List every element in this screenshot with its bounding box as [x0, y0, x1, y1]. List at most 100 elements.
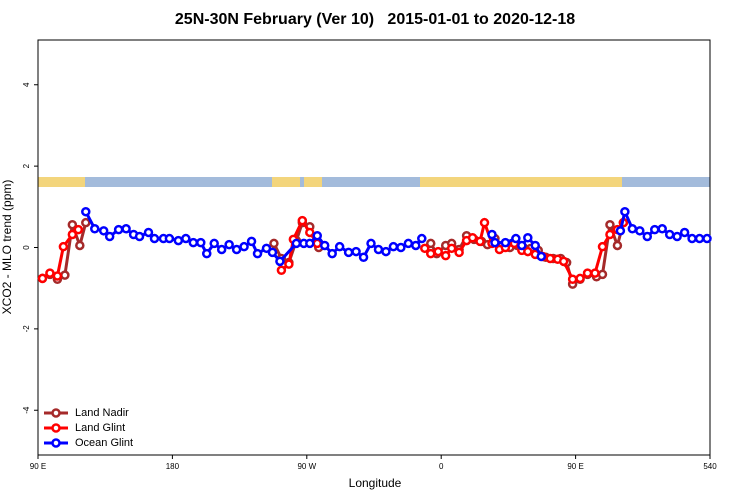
point — [305, 238, 315, 249]
point — [411, 240, 421, 251]
point — [396, 242, 406, 253]
point — [373, 244, 384, 255]
x-axis-label: Longitude — [349, 476, 402, 490]
point — [81, 217, 91, 228]
point — [121, 224, 131, 234]
legend-label: Land Glint — [75, 422, 125, 434]
point — [425, 238, 436, 249]
point — [425, 248, 436, 259]
point — [327, 248, 337, 259]
point — [201, 248, 212, 259]
point — [403, 238, 414, 249]
point — [209, 238, 219, 249]
point — [239, 241, 249, 252]
point — [319, 240, 330, 251]
point — [312, 230, 323, 241]
point — [597, 241, 608, 252]
point — [284, 259, 294, 269]
y-tick-label: 0 — [22, 245, 31, 250]
point — [420, 243, 430, 254]
point — [305, 227, 315, 238]
x-tick-label: 90 E — [30, 462, 46, 471]
point — [388, 241, 399, 252]
point — [252, 248, 263, 259]
point — [530, 240, 541, 251]
x-tick-label: 0 — [439, 462, 444, 471]
x-tick-label: 180 — [166, 462, 180, 471]
y-tick-label: -4 — [22, 406, 31, 414]
point — [366, 238, 376, 249]
point — [523, 246, 533, 257]
point — [60, 270, 70, 280]
chart-title: 25N-30N February (Ver 10) 2015-01-01 to … — [175, 11, 575, 28]
y-axis-label: XCO2 - MLO trend (ppm) — [0, 180, 14, 315]
point — [620, 206, 630, 217]
point — [37, 273, 48, 284]
point — [45, 268, 55, 278]
point — [196, 237, 206, 248]
point — [612, 240, 623, 251]
point — [231, 244, 242, 255]
x-tick-label: 90 E — [567, 462, 583, 471]
point — [702, 233, 712, 244]
point — [446, 243, 457, 254]
point — [134, 231, 145, 242]
point — [615, 226, 626, 236]
legend-marker — [51, 438, 61, 448]
point — [642, 231, 653, 242]
point — [649, 224, 660, 235]
point — [67, 219, 78, 230]
point — [98, 226, 109, 236]
point — [479, 217, 490, 228]
point — [575, 273, 585, 284]
legend-label: Ocean Glint — [75, 437, 133, 449]
point — [454, 247, 464, 258]
point — [433, 246, 443, 257]
point — [343, 247, 354, 258]
y-tick-label: -2 — [22, 325, 31, 333]
point — [216, 244, 227, 255]
point — [687, 233, 697, 244]
point — [657, 224, 667, 234]
x-tick-label: 90 W — [297, 462, 316, 471]
point — [291, 238, 302, 249]
point — [143, 227, 154, 238]
land-mask — [38, 177, 710, 187]
point — [267, 247, 278, 258]
point — [113, 224, 124, 235]
point — [351, 246, 361, 257]
point — [545, 253, 555, 264]
point — [224, 239, 234, 250]
point — [52, 271, 63, 281]
point — [467, 232, 478, 243]
point — [261, 243, 272, 254]
point — [635, 226, 645, 236]
point — [475, 236, 485, 247]
x-tick-label: 540 — [703, 462, 717, 471]
point — [275, 256, 285, 267]
point — [558, 256, 569, 267]
point — [440, 250, 451, 261]
point — [500, 237, 511, 248]
point — [523, 232, 533, 243]
point — [487, 229, 497, 240]
point — [276, 265, 287, 276]
point — [104, 231, 115, 242]
y-tick-label: 4 — [22, 82, 31, 87]
point — [164, 233, 175, 244]
point — [517, 240, 527, 251]
legend-label: Land Nadir — [75, 407, 129, 419]
point — [173, 235, 184, 246]
point — [246, 236, 257, 247]
point — [75, 240, 85, 251]
point — [417, 233, 427, 244]
point — [664, 229, 675, 240]
point — [567, 274, 578, 284]
point — [590, 268, 600, 278]
point — [269, 238, 279, 249]
point — [334, 241, 345, 252]
point — [694, 233, 705, 244]
point — [605, 229, 615, 240]
point — [73, 224, 84, 235]
